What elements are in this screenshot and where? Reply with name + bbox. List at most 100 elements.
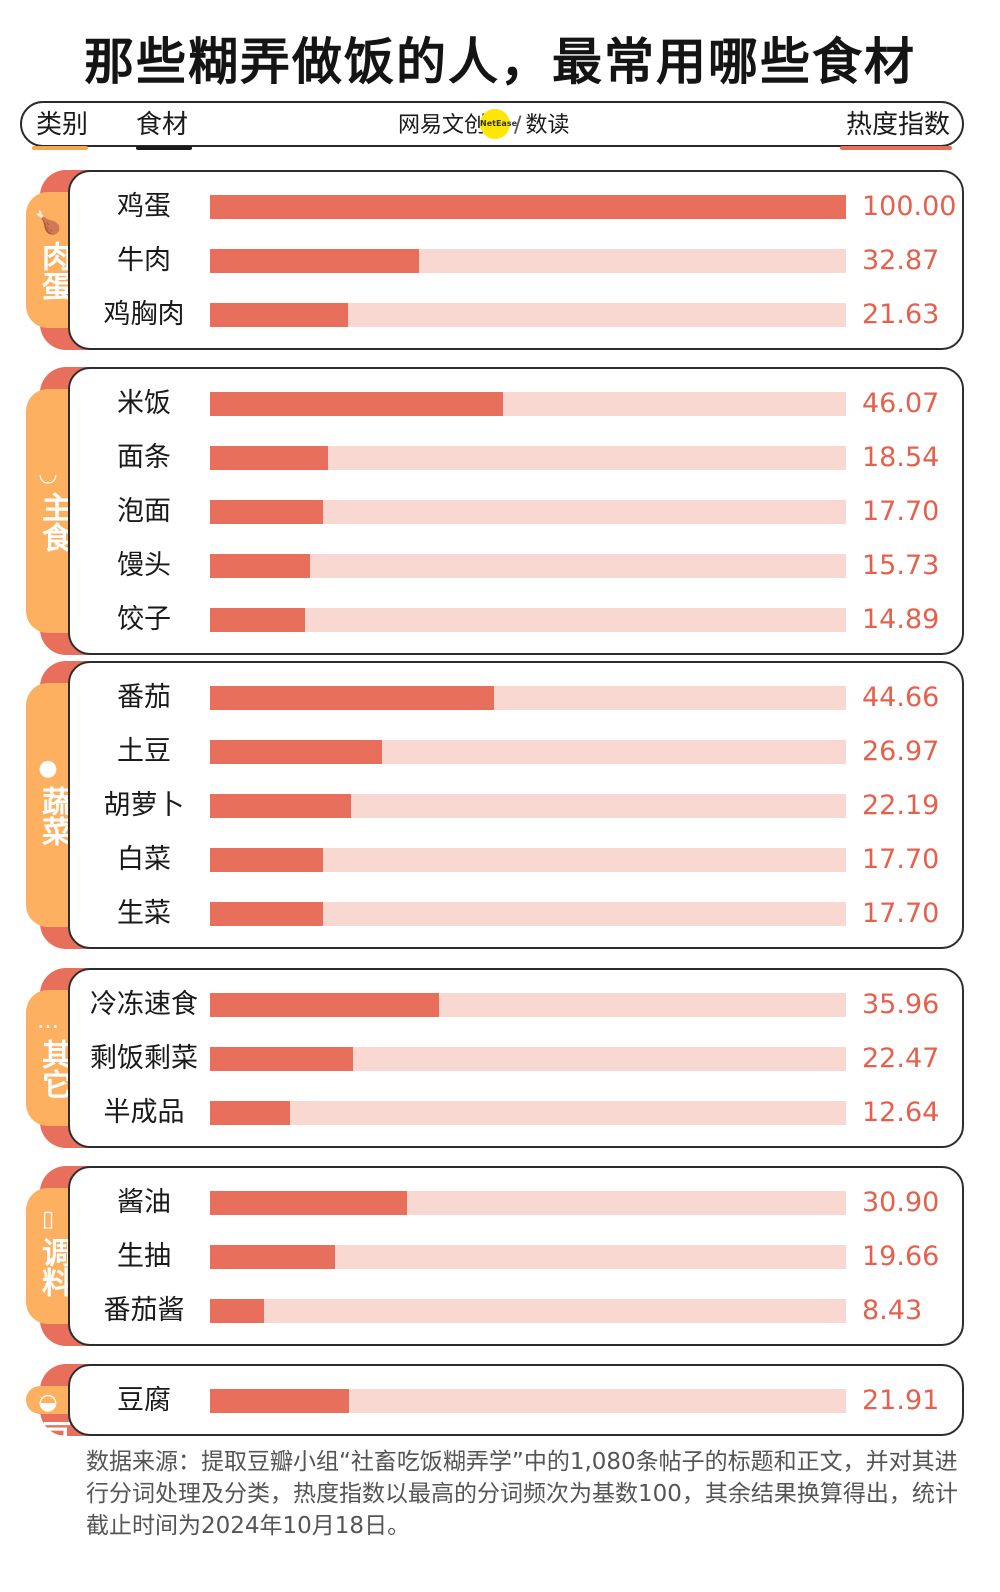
bar-row: 豆腐 21.91: [70, 1374, 966, 1428]
bar: [210, 1101, 290, 1125]
bar-label: 半成品: [103, 1097, 185, 1128]
bar-row: 面条 18.54: [70, 431, 966, 485]
bar-track: [210, 1191, 846, 1215]
bar-track: [210, 1047, 846, 1071]
bar-track: [210, 1389, 846, 1413]
bar-row: 胡萝卜 22.19: [70, 779, 966, 833]
bar-row: 白菜 17.70: [70, 833, 966, 887]
bar-track: [210, 1299, 846, 1323]
bar-row: 饺子 14.89: [70, 593, 966, 647]
category-label: 蔬菜: [36, 786, 71, 846]
bar-row: 鸡胸肉 21.63: [70, 288, 966, 342]
bar-label: 饺子: [117, 604, 171, 635]
logo-text: 网易文创: [398, 113, 487, 138]
bar-track: [210, 1245, 846, 1269]
bar: [210, 500, 323, 524]
logo-sub: 数读: [525, 113, 570, 138]
category-label: 调料: [36, 1237, 71, 1297]
heat-underline: [840, 146, 952, 150]
bar: [210, 608, 305, 632]
bar-value-label: 8.43: [862, 1295, 923, 1326]
bar: [210, 1299, 264, 1323]
bar-track: [210, 446, 846, 470]
bar-track: [210, 740, 846, 764]
logo-slash: /: [514, 113, 522, 138]
bar-value-label: 35.96: [862, 989, 940, 1020]
bar-value-label: 12.64: [862, 1097, 940, 1128]
bar-track: [210, 993, 846, 1017]
bar-label: 酱油: [117, 1187, 171, 1218]
bar-row: 米饭 46.07: [70, 377, 966, 431]
bar-value-label: 21.91: [862, 1385, 940, 1416]
bar-track: [210, 195, 846, 219]
bar-row: 牛肉 32.87: [70, 234, 966, 288]
ingredient-header: 食材: [136, 110, 189, 140]
bar-row: 泡面 17.70: [70, 485, 966, 539]
logo-badge: NetEase: [480, 109, 517, 139]
category-label: 其它: [36, 1039, 71, 1099]
bar-label: 冷冻速食: [90, 989, 198, 1020]
bar-label: 鸡蛋: [117, 191, 171, 222]
bar-row: 鸡蛋 100.00: [70, 180, 966, 234]
bar-row: 馒头 15.73: [70, 539, 966, 593]
bar-label: 牛肉: [117, 245, 171, 276]
chicken-leg-icon: 🍗: [34, 211, 62, 236]
tomato-icon: ●: [38, 756, 58, 781]
bar-value-label: 22.47: [862, 1043, 940, 1074]
bar-value-label: 100.00: [862, 191, 957, 222]
bar: [210, 848, 323, 872]
bar-value-label: 14.89: [862, 604, 940, 635]
ingredient-underline: [136, 146, 192, 150]
bar-value-label: 46.07: [862, 388, 940, 419]
bar-label: 鸡胸肉: [103, 299, 185, 330]
bar-value-label: 22.19: [862, 790, 940, 821]
bar-row: 剩饭剩菜 22.47: [70, 1032, 966, 1086]
bar-label: 白菜: [117, 844, 171, 875]
category-underline: [32, 146, 88, 150]
category-label: 豆制品: [0, 1420, 71, 1450]
bar-track: [210, 554, 846, 578]
bar: [210, 740, 382, 764]
bar-label: 豆腐: [117, 1385, 171, 1416]
bar-row: 土豆 26.97: [70, 725, 966, 779]
bar-track: [210, 500, 846, 524]
category-label: 主食: [36, 492, 71, 552]
bar-label: 土豆: [117, 736, 171, 767]
bar-value-label: 26.97: [862, 736, 940, 767]
bar-label: 生菜: [117, 898, 171, 929]
bar-value-label: 44.66: [862, 682, 940, 713]
bar-row: 冷冻速食 35.96: [70, 978, 966, 1032]
bar: [210, 993, 439, 1017]
category-panel: 番茄 44.66 土豆 26.97 胡萝卜 22.19 白菜 17.70 生菜 17.70: [68, 661, 964, 949]
source-note: 数据来源：提取豆瓣小组“社畜吃饭糊弄学”中的1,080条帖子的标题和正文，并对其…: [86, 1449, 958, 1539]
bar-track: [210, 848, 846, 872]
bar: [210, 1047, 353, 1071]
bar-track: [210, 392, 846, 416]
bar-track: [210, 249, 846, 273]
category-panel: 豆腐 21.91: [68, 1364, 964, 1436]
bar-value-label: 30.90: [862, 1187, 940, 1218]
bar-label: 胡萝卜: [103, 790, 185, 821]
category-header: 类别: [36, 110, 89, 140]
bar-label: 面条: [117, 442, 171, 473]
bar: [210, 249, 419, 273]
bar: [210, 794, 351, 818]
bar: [210, 1389, 349, 1413]
bar-label: 泡面: [117, 496, 171, 527]
bar-row: 酱油 30.90: [70, 1176, 966, 1230]
bar: [210, 1245, 335, 1269]
bar-label: 馒头: [117, 550, 171, 581]
bar-label: 剩饭剩菜: [90, 1043, 198, 1074]
sauce-bottle-icon: ▯: [41, 1207, 55, 1232]
bar-track: [210, 902, 846, 926]
rice-bowl-icon: ◡: [38, 462, 58, 487]
bar-value-label: 32.87: [862, 245, 940, 276]
bar: [210, 195, 846, 219]
bar-label: 番茄: [117, 682, 171, 713]
heat-header: 热度指数: [845, 110, 950, 140]
bar-value-label: 19.66: [862, 1241, 940, 1272]
bar-row: 半成品 12.64: [70, 1086, 966, 1140]
category-label: 肉蛋: [36, 241, 71, 301]
bar-value-label: 21.63: [862, 299, 940, 330]
bar-track: [210, 686, 846, 710]
